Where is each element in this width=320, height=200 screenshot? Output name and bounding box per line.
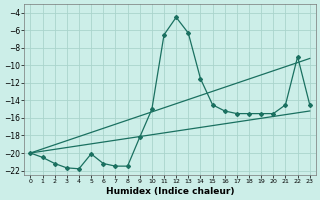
X-axis label: Humidex (Indice chaleur): Humidex (Indice chaleur) <box>106 187 234 196</box>
